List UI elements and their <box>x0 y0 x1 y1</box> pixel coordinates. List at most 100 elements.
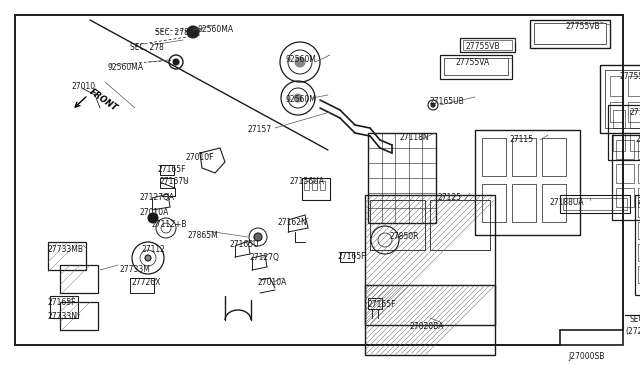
Bar <box>475 130 580 235</box>
Bar <box>430 200 490 250</box>
Bar <box>48 242 86 270</box>
Text: 27127QA: 27127QA <box>140 193 175 202</box>
Text: 27733MB: 27733MB <box>48 245 84 254</box>
Bar <box>610 76 623 96</box>
Bar <box>512 184 536 222</box>
Bar <box>638 222 640 239</box>
Bar <box>630 110 640 128</box>
Circle shape <box>295 57 305 67</box>
Text: 92560MA: 92560MA <box>108 63 144 72</box>
Circle shape <box>294 94 302 102</box>
Bar <box>613 133 625 151</box>
Bar <box>630 133 640 151</box>
Text: 27157: 27157 <box>248 125 272 134</box>
Text: 27726X: 27726X <box>132 278 161 287</box>
Text: 27112: 27112 <box>142 245 166 254</box>
Text: 27118N: 27118N <box>400 133 429 142</box>
Bar <box>512 138 536 176</box>
Bar <box>365 195 495 325</box>
Text: 27010A: 27010A <box>258 278 287 287</box>
Bar <box>160 165 174 175</box>
Bar <box>60 265 98 293</box>
Bar <box>482 138 506 176</box>
Bar <box>530 20 610 48</box>
Text: (27207M): (27207M) <box>625 327 640 336</box>
Bar <box>50 296 78 318</box>
Text: SEC.271: SEC.271 <box>630 315 640 324</box>
Bar <box>160 178 174 188</box>
Bar <box>302 178 330 200</box>
Bar <box>60 302 98 330</box>
Text: 27733M: 27733M <box>120 265 151 274</box>
Bar <box>612 135 640 220</box>
Bar <box>534 23 606 44</box>
Bar <box>320 181 325 190</box>
Bar <box>560 195 630 213</box>
Bar <box>368 133 436 223</box>
Text: 27181UB: 27181UB <box>635 135 640 144</box>
Bar <box>542 138 566 176</box>
Text: 27010A: 27010A <box>140 208 170 217</box>
Text: 27127Q: 27127Q <box>250 253 280 262</box>
Bar <box>463 40 512 50</box>
Bar <box>610 102 623 122</box>
Text: 92560M: 92560M <box>285 95 316 104</box>
Circle shape <box>145 255 151 261</box>
Circle shape <box>148 213 158 223</box>
Text: 27156UA: 27156UA <box>290 177 325 186</box>
Circle shape <box>187 26 199 38</box>
Text: 27165F: 27165F <box>48 298 77 307</box>
Text: 27755V: 27755V <box>620 72 640 81</box>
Text: 27865M: 27865M <box>188 231 219 240</box>
Bar <box>304 181 309 190</box>
Circle shape <box>431 103 435 107</box>
Bar <box>563 198 627 210</box>
Text: 27162N: 27162N <box>278 218 308 227</box>
Text: SEC. 278: SEC. 278 <box>130 43 164 52</box>
Bar <box>616 140 634 159</box>
Bar <box>368 298 382 309</box>
Text: 27165F: 27165F <box>158 165 186 174</box>
Text: J27000SB: J27000SB <box>568 352 604 361</box>
Bar <box>542 184 566 222</box>
Text: 27125: 27125 <box>438 193 462 202</box>
Bar <box>638 244 640 261</box>
Bar <box>638 164 640 183</box>
Bar <box>616 164 634 183</box>
Bar <box>600 65 640 133</box>
Text: 27850R: 27850R <box>390 232 419 241</box>
Bar <box>628 102 640 122</box>
Bar <box>605 70 640 128</box>
Bar <box>638 140 640 159</box>
Text: 27165F: 27165F <box>368 300 397 309</box>
Circle shape <box>254 233 262 241</box>
Bar <box>482 184 506 222</box>
Bar <box>638 266 640 283</box>
Bar <box>616 188 634 207</box>
Text: 27165F: 27165F <box>338 252 367 261</box>
Text: 27010F: 27010F <box>185 153 214 162</box>
Bar <box>444 58 508 75</box>
Bar <box>460 38 515 52</box>
Text: 27167U: 27167U <box>160 177 189 186</box>
Text: 27755VA: 27755VA <box>455 58 489 67</box>
Text: 27188UA: 27188UA <box>550 198 584 207</box>
Bar <box>608 105 640 160</box>
Text: 27115: 27115 <box>510 135 534 144</box>
Bar <box>370 200 425 250</box>
Bar <box>130 278 154 293</box>
Text: 27010: 27010 <box>72 82 96 91</box>
Circle shape <box>173 59 179 65</box>
Text: 27755VB: 27755VB <box>466 42 500 51</box>
Text: 27755VB: 27755VB <box>565 22 600 31</box>
Text: 27180U: 27180U <box>630 108 640 117</box>
Bar <box>340 252 354 262</box>
Bar <box>638 188 640 207</box>
Bar <box>628 76 640 96</box>
Text: 27165UB: 27165UB <box>430 97 465 106</box>
Bar <box>635 195 640 295</box>
Bar <box>365 285 495 355</box>
Bar <box>613 110 625 128</box>
Text: 92560M: 92560M <box>285 55 316 64</box>
Bar <box>638 200 640 217</box>
